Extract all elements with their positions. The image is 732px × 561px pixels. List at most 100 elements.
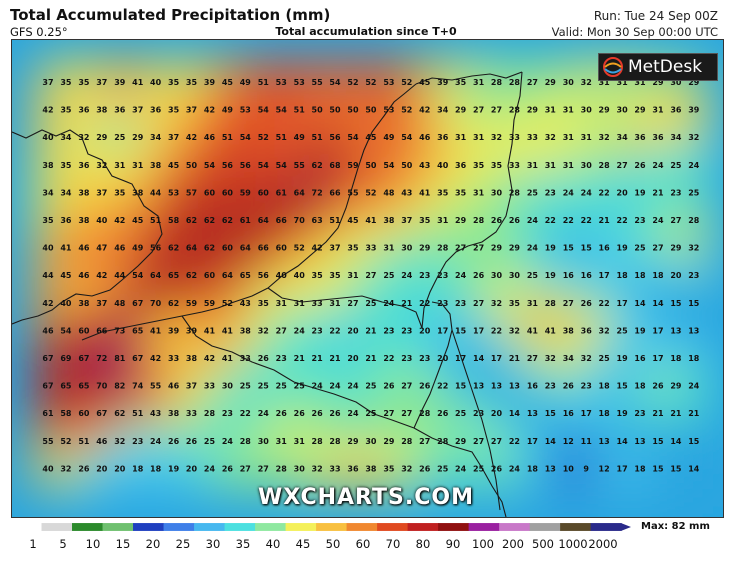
- grid-value-label: 20: [491, 409, 503, 418]
- grid-value-label: 60: [78, 326, 90, 335]
- grid-value-label: 36: [60, 216, 72, 225]
- grid-value-label: 24: [204, 464, 216, 473]
- grid-value-label: 64: [186, 244, 198, 253]
- grid-value-label: 29: [132, 133, 144, 142]
- grid-value-label: 67: [132, 354, 143, 363]
- grid-value-label: 55: [347, 188, 359, 197]
- grid-value-label: 45: [60, 271, 72, 280]
- grid-value-label: 41: [419, 188, 431, 197]
- grid-value-label: 54: [383, 161, 395, 170]
- grid-value-label: 23: [383, 326, 394, 335]
- grid-value-label: 23: [581, 382, 592, 391]
- grid-value-label: 19: [168, 464, 180, 473]
- grid-value-label: 18: [132, 464, 144, 473]
- grid-value-label: 15: [581, 244, 593, 253]
- grid-value-label: 25: [437, 464, 449, 473]
- grid-value-label: 38: [150, 161, 162, 170]
- grid-value-label: 14: [670, 437, 682, 446]
- grid-value-label: 46: [96, 437, 108, 446]
- grid-value-label: 27: [419, 437, 430, 446]
- grid-value-label: 38: [78, 216, 90, 225]
- grid-value-label: 26: [312, 409, 324, 418]
- grid-value-label: 31: [276, 299, 288, 308]
- grid-value-label: 55: [294, 161, 306, 170]
- legend-color-cell: [590, 523, 622, 531]
- grid-value-label: 19: [617, 354, 629, 363]
- grid-value-label: 67: [42, 382, 53, 391]
- grid-value-label: 31: [114, 161, 126, 170]
- grid-value-label: 29: [455, 437, 467, 446]
- grid-value-label: 30: [563, 78, 575, 87]
- grid-value-label: 28: [509, 188, 521, 197]
- grid-value-label: 29: [652, 78, 664, 87]
- grid-value-label: 18: [652, 271, 664, 280]
- grid-value-label: 24: [150, 437, 162, 446]
- grid-value-label: 23: [437, 299, 448, 308]
- grid-value-label: 30: [294, 464, 306, 473]
- grid-value-label: 30: [365, 437, 377, 446]
- grid-value-label: 31: [276, 437, 288, 446]
- grid-value-label: 45: [222, 78, 234, 87]
- grid-value-label: 62: [114, 409, 125, 418]
- grid-value-label: 36: [78, 106, 90, 115]
- legend-color-cell: [468, 523, 500, 531]
- grid-value-label: 25: [365, 299, 377, 308]
- grid-value-label: 28: [509, 78, 521, 87]
- grid-value-label: 24: [294, 326, 306, 335]
- grid-value-label: 35: [60, 161, 72, 170]
- grid-value-label: 33: [329, 464, 340, 473]
- grid-value-label: 41: [60, 244, 72, 253]
- grid-value-label: 35: [419, 216, 431, 225]
- grid-value-label: 27: [491, 437, 502, 446]
- grid-value-label: 36: [347, 464, 359, 473]
- wadden-coastline: [415, 71, 523, 85]
- grid-value-label: 53: [294, 78, 305, 87]
- grid-value-label: 26: [491, 464, 503, 473]
- grid-value-label: 38: [42, 161, 54, 170]
- grid-value-label: 41: [204, 326, 216, 335]
- grid-value-label: 31: [563, 161, 575, 170]
- grid-value-label: 51: [312, 133, 324, 142]
- grid-value-label: 28: [204, 409, 216, 418]
- legend-tick-label: 100: [472, 537, 494, 551]
- grid-value-label: 56: [150, 244, 162, 253]
- grid-value-label: 26: [258, 354, 270, 363]
- precipitation-map[interactable]: 37 35 35 37 39 41 40 35 35 39 45 49 51 53 53 55 54 52 52 53…: [11, 39, 724, 518]
- grid-value-label: 30: [617, 106, 629, 115]
- grid-value-label: 51: [222, 133, 234, 142]
- grid-value-label: 48: [383, 188, 395, 197]
- grid-value-label: 20: [437, 354, 449, 363]
- grid-value-label: 29: [455, 216, 467, 225]
- grid-value-label: 31: [527, 299, 539, 308]
- grid-value-label: 27: [473, 244, 484, 253]
- grid-value-label: 42: [96, 271, 107, 280]
- grid-value-label: 21: [329, 354, 341, 363]
- grid-value-label: 62: [186, 271, 197, 280]
- grid-value-label: 31: [581, 133, 593, 142]
- grid-value-label: 35: [60, 78, 72, 87]
- grid-value-label: 26: [581, 299, 593, 308]
- grid-value-label: 67: [96, 409, 107, 418]
- grid-value-label: 24: [222, 437, 234, 446]
- grid-value-label: 15: [652, 464, 664, 473]
- grid-value-label: 51: [150, 216, 162, 225]
- grid-value-label: 54: [347, 133, 359, 142]
- grid-value-label: 58: [168, 216, 180, 225]
- grid-value-label: 22: [509, 437, 520, 446]
- grid-value-label: 28: [688, 216, 700, 225]
- grid-value-label: 30: [509, 271, 521, 280]
- grid-value-label: 42: [42, 299, 53, 308]
- metdesk-logo: MetDesk: [598, 53, 718, 81]
- grid-value-label: 15: [652, 437, 664, 446]
- value-grid: 37 35 35 37 39 41 40 35 35 39 45 49 51 53 53 55 54 52 52 53…: [42, 78, 699, 473]
- grid-value-label: 23: [132, 437, 143, 446]
- grid-value-label: 33: [168, 354, 179, 363]
- grid-value-label: 32: [581, 78, 592, 87]
- grid-value-label: 60: [276, 244, 288, 253]
- legend-tick-label: 500: [532, 537, 554, 551]
- grid-value-label: 45: [132, 216, 144, 225]
- grid-value-label: 38: [240, 326, 252, 335]
- grid-value-label: 25: [294, 382, 306, 391]
- grid-value-label: 66: [258, 244, 270, 253]
- grid-value-label: 62: [312, 161, 323, 170]
